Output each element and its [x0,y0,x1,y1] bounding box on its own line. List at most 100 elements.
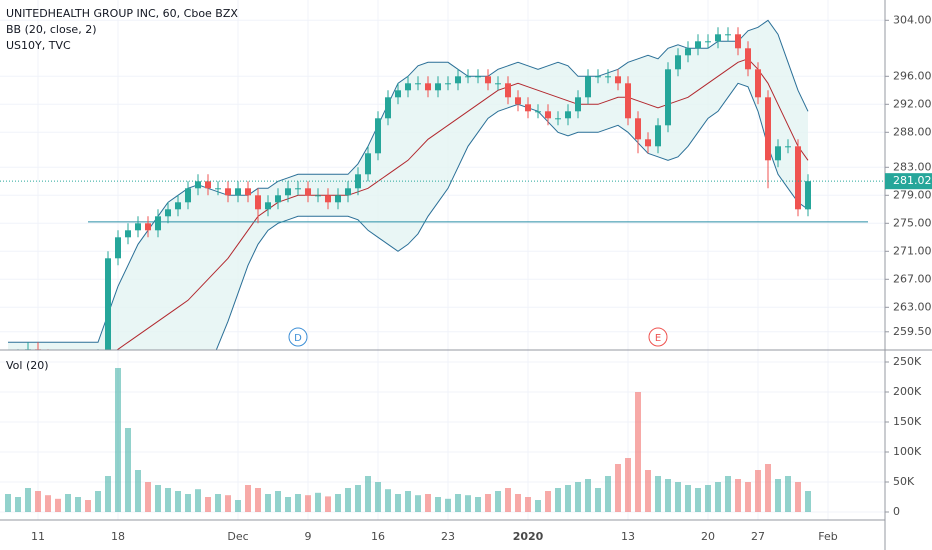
volume-bar [435,497,441,512]
volume-bar [615,464,621,512]
volume-bar [685,485,691,512]
candle-body [695,41,701,49]
volume-bar [575,482,581,512]
volume-bar [145,482,151,512]
volume-bar [295,494,301,512]
candle-body [715,34,721,42]
x-tick-label: 13 [621,530,635,543]
candle-body [485,76,491,84]
volume-bar [305,495,311,512]
volume-bar [125,428,131,512]
volume-bar [235,500,241,512]
volume-bar [535,500,541,512]
volume-bar [525,497,531,512]
volume-bar [495,491,501,512]
candle-body [595,76,601,78]
volume-bar [115,368,121,512]
volume-bar [675,482,681,512]
candle-body [685,48,691,56]
volume-bar [315,492,321,512]
x-tick-label: 23 [441,530,455,543]
candle-body [285,188,291,196]
volume-bar [65,494,71,512]
volume-bar [785,476,791,512]
volume-bar [445,498,451,512]
volume-bar [515,494,521,512]
volume-bar [405,491,411,512]
candle-body [325,195,331,203]
x-tick-label: Dec [227,530,248,543]
volume-bar [485,494,491,512]
candle-body [295,188,301,190]
candle-body [315,195,321,197]
volume-bar [185,494,191,512]
candle-body [525,104,531,112]
volume-bar [775,479,781,512]
volume-bar [155,485,161,512]
volume-bar [5,494,11,512]
volume-bar [135,470,141,512]
volume-bar [205,497,211,512]
candle-body [555,118,561,120]
y-tick-label: 50K [893,475,915,488]
candle-body [155,216,161,231]
volume-bar [325,496,331,512]
y-tick-label: 250K [893,355,922,368]
volume-bar [225,495,231,512]
candle-body [435,83,441,91]
volume-bar [475,497,481,512]
candle-body [245,188,251,196]
candle-body [175,202,181,210]
candle-body [775,146,781,161]
candle-body [805,181,811,210]
volume-bar [275,491,281,512]
volume-bar [265,494,271,512]
candle-body [405,83,411,91]
volume-title: Vol (20) [6,359,49,372]
candle-body [345,188,351,196]
volume-bar [365,476,371,512]
candle-body [475,76,481,78]
candle-body [635,118,641,140]
candle-body [535,111,541,113]
candle-body [545,111,551,119]
volume-bar [745,482,751,512]
volume-bar [425,494,431,512]
candle-body [605,76,611,78]
event-marker [288,327,308,347]
volume-bar [605,476,611,512]
candle-body [195,181,201,189]
volume-bar [655,476,661,512]
candle-body [425,83,431,91]
candle-body [615,76,621,84]
volume-bar [255,488,261,512]
volume-bar [335,494,341,512]
x-tick-label: 20 [701,530,715,543]
candle-body [275,195,281,203]
candle-body [385,97,391,119]
y-tick-label: 288.00 [893,125,932,138]
x-tick-label: 16 [371,530,385,543]
overlay-label: US10Y, TVC [6,39,71,52]
volume-bar [25,488,31,512]
volume-bar [195,489,201,512]
candle-body [105,258,111,350]
candle-body [85,363,91,370]
candle-body [255,195,261,210]
volume-bar [735,479,741,512]
chart-title: UNITEDHEALTH GROUP INC, 60, Cboe BZX [6,7,238,20]
y-tick-label: 292.00 [893,97,932,110]
volume-bar [505,488,511,512]
candle-body [585,76,591,98]
x-tick-label: 27 [751,530,765,543]
volume-bar [805,491,811,512]
volume-pane [5,368,811,512]
candle-body [745,48,751,70]
volume-bar [645,470,651,512]
candle-body [95,356,101,370]
indicator-label: BB (20, close, 2) [6,23,97,36]
candle-body [645,139,651,147]
